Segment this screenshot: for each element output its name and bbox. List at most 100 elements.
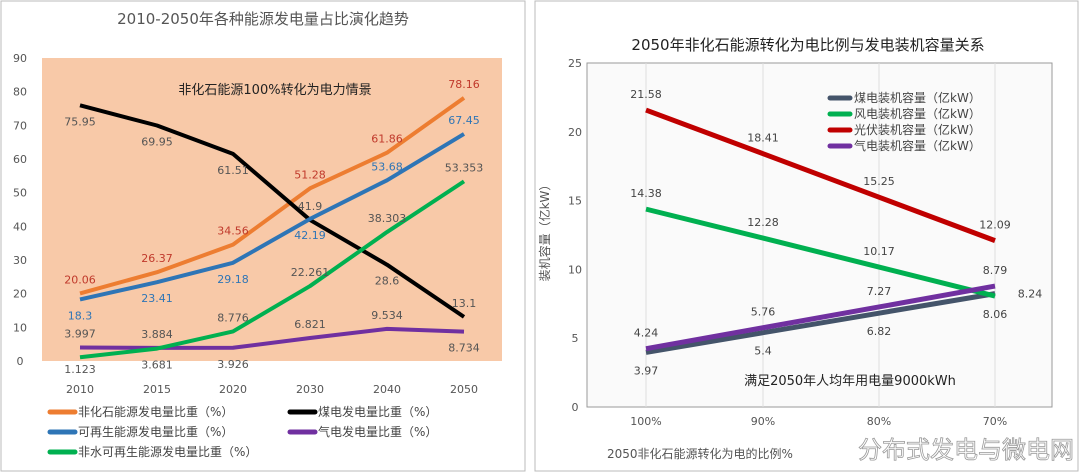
legend-entry: 煤电发电量比重（%） <box>318 404 437 419</box>
data-label: 53.68 <box>371 160 403 173</box>
data-label: 1.123 <box>64 363 96 376</box>
data-label: 12.09 <box>979 219 1011 232</box>
y-tick-label: 0 <box>17 355 24 368</box>
y-tick-label: 30 <box>13 254 27 267</box>
data-label: 61.86 <box>371 133 403 146</box>
y-tick-label: 5 <box>572 332 579 345</box>
data-label: 53.353 <box>445 161 484 174</box>
data-label: 21.58 <box>630 88 662 101</box>
x-tick-label: 2030 <box>296 383 324 396</box>
data-label: 8.06 <box>983 308 1008 321</box>
y-tick-label: 50 <box>13 187 27 200</box>
data-label: 38.303 <box>368 212 407 225</box>
y-tick-label: 25 <box>568 57 582 70</box>
legend-entry: 气电发电量比重（%） <box>318 424 437 439</box>
data-label: 18.41 <box>747 132 779 145</box>
legend-entry: 气电装机容量（亿kW） <box>854 138 981 153</box>
series-line <box>645 291 996 355</box>
legend-entry: 非水可再生能源发电量比重（%） <box>78 444 257 459</box>
data-label: 29.18 <box>217 273 249 286</box>
left-panel-border <box>0 0 526 472</box>
y-tick-label: 20 <box>568 126 582 139</box>
data-label: 3.884 <box>141 328 173 341</box>
series-line <box>79 132 466 302</box>
series-line <box>79 103 466 319</box>
x-tick-label: 70% <box>983 415 1007 428</box>
x-tick-label: 2015 <box>143 383 171 396</box>
data-label: 34.56 <box>217 225 249 238</box>
data-label: 6.82 <box>867 325 892 338</box>
data-label: 8.776 <box>217 311 249 324</box>
data-label: 15.25 <box>863 175 895 188</box>
y-tick-label: 40 <box>13 220 27 233</box>
series-line <box>79 326 465 350</box>
data-label: 3.681 <box>141 359 173 372</box>
y-tick-label: 70 <box>13 119 27 132</box>
x-tick-label: 2050 <box>450 383 478 396</box>
y-tick-label: 0 <box>572 401 579 414</box>
series-line <box>79 179 466 360</box>
y-tick-label: 20 <box>13 288 27 301</box>
data-label: 9.534 <box>371 309 403 322</box>
x-tick-label: 2020 <box>219 383 247 396</box>
y-tick-label: 80 <box>13 86 27 99</box>
data-label: 14.38 <box>630 187 662 200</box>
watermark: 分布式发电与微电网 <box>858 436 1074 464</box>
data-label: 5.76 <box>751 306 776 319</box>
series-line <box>645 206 996 299</box>
data-label: 28.6 <box>375 275 400 288</box>
y-tick-label: 10 <box>13 321 27 334</box>
x-tick-label: 80% <box>867 415 891 428</box>
x-tick-label: 2010 <box>66 383 94 396</box>
right-y-axis-label: 装机容量（亿kW） <box>537 179 552 282</box>
data-label: 13.1 <box>452 297 477 310</box>
legend-entry: 风电装机容量（亿kW） <box>854 106 981 121</box>
series-line <box>79 96 466 296</box>
data-label: 23.41 <box>141 292 173 305</box>
right-panel-border <box>534 0 1079 472</box>
data-label: 3.926 <box>217 358 249 371</box>
legend-entry: 可再生能源发电量比重（%） <box>78 424 233 439</box>
right-chart-title: 2050年非化石能源转化为电比例与发电装机容量关系 <box>631 36 984 54</box>
data-label: 8.79 <box>983 264 1008 277</box>
data-label: 78.16 <box>448 78 480 91</box>
data-label: 4.24 <box>634 327 659 340</box>
data-label: 41.9 <box>298 200 323 213</box>
left-chart-title: 2010-2050年各种能源发电量占比演化趋势 <box>117 10 409 28</box>
data-label: 51.28 <box>294 168 326 181</box>
data-label: 42.19 <box>294 229 326 242</box>
data-label: 10.17 <box>863 245 895 258</box>
x-tick-label: 90% <box>751 415 775 428</box>
data-label: 69.95 <box>141 136 173 149</box>
series-line <box>645 107 996 243</box>
left-chart-annotation: 非化石能源100%转化为电力情景 <box>178 83 371 98</box>
series-line <box>645 283 996 352</box>
x-tick-label: 2040 <box>373 383 401 396</box>
y-tick-label: 15 <box>568 195 582 208</box>
y-tick-label: 60 <box>13 153 27 166</box>
data-label: 67.45 <box>448 114 480 127</box>
data-label: 12.28 <box>747 216 779 229</box>
data-label: 75.95 <box>64 115 96 128</box>
data-label: 61.51 <box>217 164 249 177</box>
right-x-axis-label: 2050非化石能源转化为电的比例% <box>607 446 793 461</box>
x-tick-label: 100% <box>630 415 661 428</box>
data-label: 20.06 <box>64 273 96 286</box>
y-tick-label: 90 <box>13 52 27 65</box>
y-tick-label: 10 <box>568 263 582 276</box>
data-label: 6.821 <box>294 318 326 331</box>
legend-entry: 非化石能源发电量比重（%） <box>78 404 233 419</box>
data-label: 18.3 <box>68 309 93 322</box>
legend-entry: 光伏装机容量（亿kW） <box>854 122 981 137</box>
data-label: 3.97 <box>634 364 659 377</box>
data-label: 8.24 <box>1018 288 1043 301</box>
legend-entry: 煤电装机容量（亿kW） <box>854 90 981 105</box>
data-label: 3.997 <box>64 328 96 341</box>
plot-area <box>42 58 502 361</box>
data-label: 22.261 <box>291 266 330 279</box>
data-label: 26.37 <box>141 252 173 265</box>
data-label: 8.734 <box>448 342 480 355</box>
data-label: 5.4 <box>754 345 772 358</box>
right-chart-annotation: 满足2050年人均年用电量9000kWh <box>744 374 956 389</box>
